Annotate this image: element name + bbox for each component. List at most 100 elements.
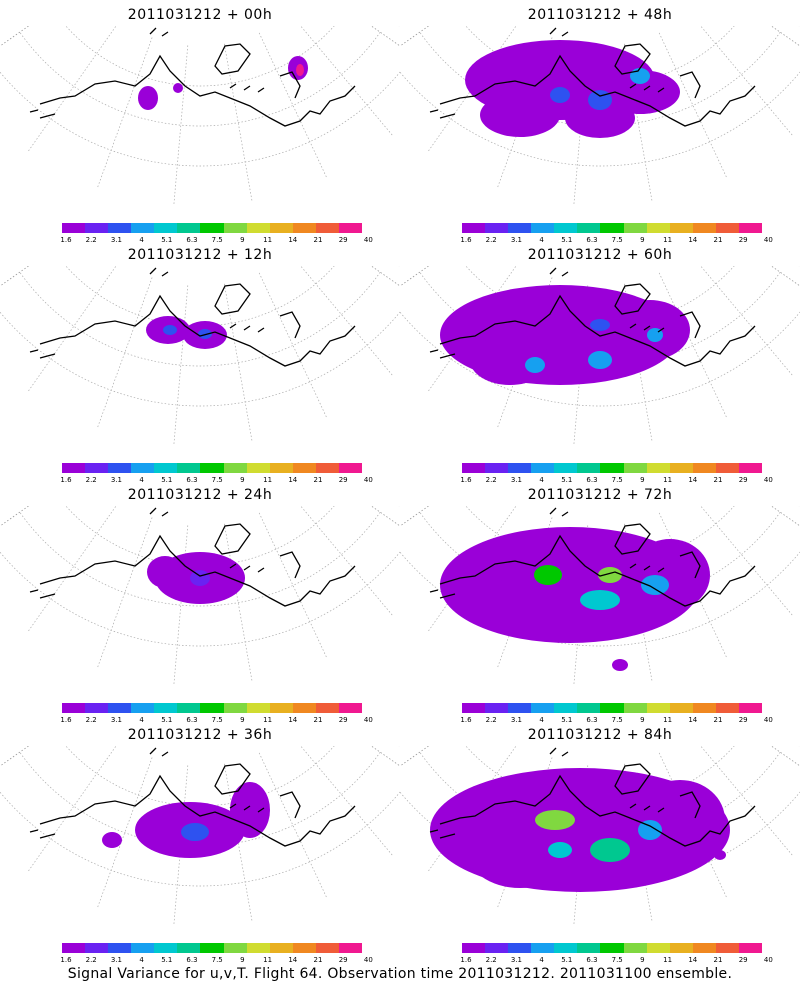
- color-swatch: [646, 223, 670, 233]
- color-swatch: [577, 463, 601, 473]
- color-swatch: [315, 223, 339, 233]
- tick-label: 29: [338, 476, 348, 484]
- tick-label: 29: [338, 956, 348, 964]
- tick-label: 5.1: [561, 956, 573, 964]
- color-swatch: [715, 943, 739, 953]
- tick-label: 3.1: [110, 476, 122, 484]
- tick-label: 3.1: [110, 956, 122, 964]
- coastline: [29, 267, 356, 367]
- tick-label: 6.3: [586, 716, 598, 724]
- map-frame: [0, 26, 400, 47]
- color-swatch: [669, 703, 693, 713]
- color-swatch: [508, 223, 532, 233]
- tick-label: 6.3: [586, 956, 598, 964]
- panel-title: 2011031212 + 72h: [527, 487, 673, 503]
- color-swatch: [108, 703, 132, 713]
- polar-map: [400, 26, 800, 205]
- tick-label: 21: [713, 476, 723, 484]
- polar-map: [0, 506, 400, 685]
- color-swatch: [600, 703, 624, 713]
- color-swatch: [338, 223, 363, 233]
- color-swatch: [462, 703, 486, 713]
- variance-contour: [641, 575, 669, 595]
- tick-label: 40: [363, 236, 373, 244]
- tick-label: 9: [640, 476, 645, 484]
- color-swatch: [108, 943, 132, 953]
- tick-label: 21: [713, 956, 723, 964]
- panel-title: 2011031212 + 36h: [127, 727, 273, 743]
- tick-label: 2.2: [85, 476, 97, 484]
- tick-label: 2.2: [485, 956, 497, 964]
- longitude-line: [700, 26, 794, 137]
- color-swatch: [715, 223, 739, 233]
- tick-label: 29: [338, 716, 348, 724]
- tick-label: 21: [313, 956, 323, 964]
- tick-label: 40: [763, 716, 773, 724]
- longitude-line: [27, 506, 117, 632]
- color-swatch: [223, 463, 247, 473]
- longitude-line: [27, 26, 117, 152]
- color-swatch: [738, 943, 763, 953]
- color-swatch: [738, 703, 763, 713]
- color-swatch: [292, 223, 316, 233]
- tick-label: 11: [263, 716, 273, 724]
- tick-label: 7.5: [211, 956, 223, 964]
- latitude-line: [65, 26, 335, 87]
- color-swatch: [85, 223, 109, 233]
- tick-label: 11: [263, 236, 273, 244]
- color-swatch: [200, 463, 224, 473]
- tick-label: 21: [313, 476, 323, 484]
- latitude-line: [0, 791, 400, 887]
- color-swatch: [623, 223, 647, 233]
- tick-label: 40: [763, 236, 773, 244]
- latitude-line: [19, 271, 381, 367]
- color-swatch: [154, 943, 178, 953]
- variance-contour: [296, 64, 304, 76]
- color-scale-ticks: 1.6 2.2 3.1 4 5.1 6.3 7.5 9 11 14 21 29 40: [50, 716, 390, 726]
- longitude-line: [623, 523, 653, 682]
- longitude-line: [223, 283, 253, 442]
- color-swatch: [338, 943, 363, 953]
- forecast-panel: 2011031212 + 12h 1.6 2.2 3.1 4 5.1 6.3 7.5 9 11 14…: [0, 240, 400, 484]
- tick-label: 5.1: [161, 236, 173, 244]
- forecast-panel: 2011031212 + 00h 1.6 2.2 3.1 4 5.1 6.3 7.5 9 11 14…: [0, 0, 400, 244]
- color-swatch: [223, 943, 247, 953]
- longitude-line: [623, 283, 653, 442]
- tick-label: 3.1: [510, 956, 522, 964]
- longitude-line: [258, 32, 328, 179]
- color-scale-bar: [462, 943, 763, 953]
- longitude-line: [258, 752, 328, 899]
- longitude-line: [573, 45, 589, 205]
- tick-label: 14: [688, 716, 698, 724]
- longitude-line: [97, 757, 153, 909]
- tick-label: 3.1: [110, 716, 122, 724]
- tick-label: 4: [539, 716, 544, 724]
- longitude-line: [173, 285, 189, 445]
- color-swatch: [315, 463, 339, 473]
- color-swatch: [177, 463, 201, 473]
- figure-caption: Signal Variance for u,v,T. Flight 64. Ob…: [67, 966, 733, 982]
- color-swatch: [508, 463, 532, 473]
- polar-map: [400, 506, 800, 685]
- tick-label: 9: [640, 716, 645, 724]
- tick-label: 3.1: [510, 236, 522, 244]
- polar-map: [0, 266, 400, 445]
- tick-label: 7.5: [611, 236, 623, 244]
- color-swatch: [623, 463, 647, 473]
- color-swatch: [669, 463, 693, 473]
- color-swatch: [315, 943, 339, 953]
- longitude-line: [658, 272, 728, 419]
- coastline: [29, 507, 356, 607]
- color-swatch: [600, 943, 624, 953]
- map-frame: [0, 506, 400, 527]
- tick-label: 2.2: [85, 716, 97, 724]
- color-swatch: [462, 943, 486, 953]
- tick-label: 2.2: [85, 956, 97, 964]
- color-swatch: [177, 703, 201, 713]
- color-swatch: [131, 463, 155, 473]
- color-swatch: [554, 943, 578, 953]
- color-swatch: [292, 703, 316, 713]
- variance-contour: [480, 93, 560, 137]
- color-swatch: [269, 223, 293, 233]
- color-swatch: [62, 703, 86, 713]
